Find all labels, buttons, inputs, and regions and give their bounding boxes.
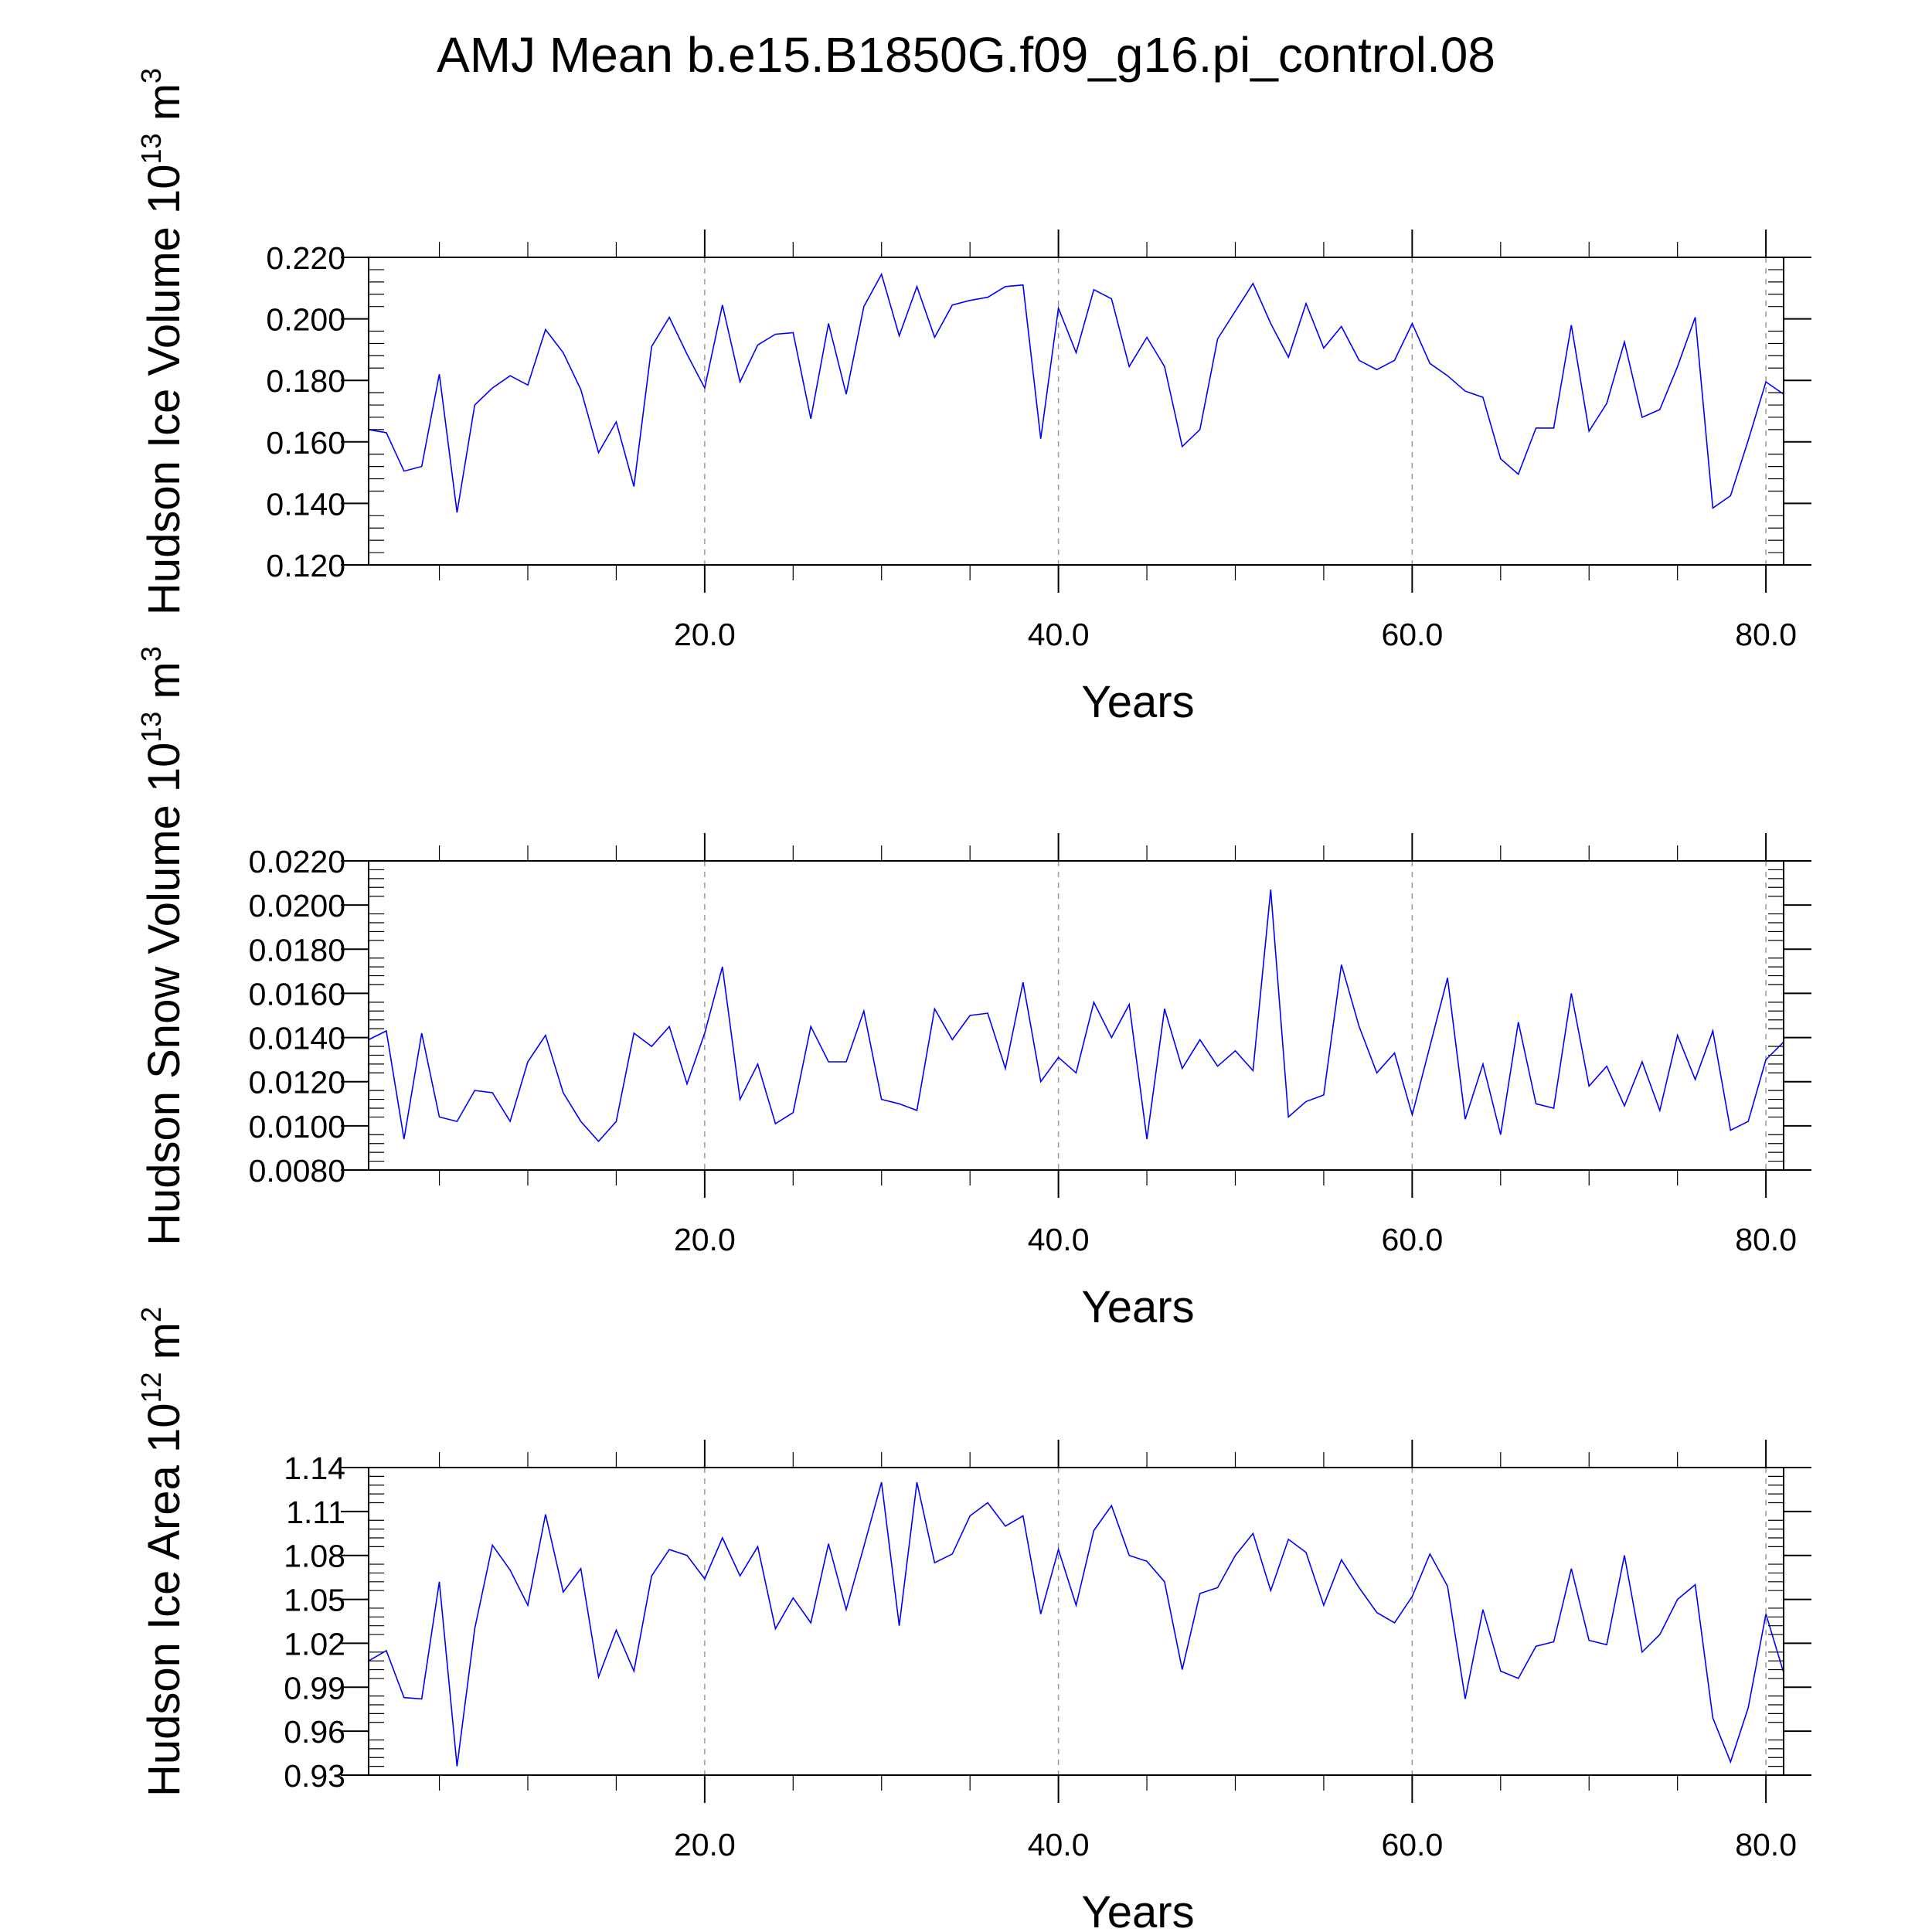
chart-1-y-axis-title-text: Hudson Ice Volume 10: [139, 164, 189, 615]
chart-2-y-tick-label-7: 0.0220: [249, 844, 345, 879]
chart-3-x-tick-label-80: 80.0: [1735, 1827, 1797, 1862]
chart-1-y-axis-title-unit: m: [139, 83, 189, 133]
chart-3-y-axis-title: Hudson Ice Area 1012 m2: [135, 1307, 189, 1797]
chart-1-plot-frame: [368, 257, 1784, 566]
chart-3-y-axis-title-exponent: 12: [135, 1372, 167, 1403]
chart-1-y-tick-label-2: 0.160: [266, 425, 345, 461]
chart-1-x-tick-label-60: 60.0: [1381, 617, 1443, 652]
chart-3-x-axis-title: Years: [1081, 1887, 1194, 1932]
chart-2-y-tick-label-5: 0.0180: [249, 932, 345, 968]
chart-3-y-tick-label-5: 1.08: [284, 1539, 345, 1574]
chart-1-y-tick-label-0: 0.120: [266, 548, 345, 583]
chart-panel-2: 20.0 40.0 60.0 80.0 Years 0.0080 0.0100 0.0120 0…: [135, 646, 1811, 1332]
chart-2-y-axis-title-exponent: 13: [135, 712, 167, 743]
chart-panels: 20.0 40.0 60.0 80.0 Years 0.120 0.140 0.160 0.18…: [135, 68, 1811, 1932]
chart-2-y-axis-title-unit: m: [139, 662, 189, 711]
chart-1-x-tick-label-20: 20.0: [674, 617, 736, 652]
chart-3-y-tick-label-2: 0.99: [284, 1670, 345, 1706]
chart-1-series-line-1: [368, 272, 1784, 513]
chart-panel-3: 20.0 40.0 60.0 80.0 Years 0.93 0.96 0.99 1.02 1.0…: [135, 1307, 1811, 1932]
chart-3-x-tick-label-40: 40.0: [1028, 1827, 1090, 1862]
chart-2-y-tick-label-4: 0.0160: [249, 976, 345, 1012]
chart-2-y-tick-label-6: 0.0200: [249, 888, 345, 923]
chart-1-y-tick-label-5: 0.220: [266, 240, 345, 276]
chart-2-x-tick-label-20: 20.0: [674, 1222, 736, 1257]
chart-3-y-tick-label-0: 0.93: [284, 1758, 345, 1794]
chart-3-y-tick-label-6: 1.11: [286, 1495, 345, 1530]
chart-2-y-tick-label-2: 0.0120: [249, 1065, 345, 1100]
chart-3-y-axis-title-unit-exponent: 2: [135, 1307, 167, 1322]
chart-3-y-axis-title-text: Hudson Ice Area 10: [139, 1403, 189, 1797]
chart-3-y-axis-title-unit: m: [139, 1322, 189, 1372]
chart-3-y-tick-label-1: 0.96: [284, 1714, 345, 1750]
chart-1-x-tick-label-80: 80.0: [1735, 617, 1797, 652]
chart-3-series-line-1: [368, 1481, 1784, 1767]
page-title: AMJ Mean b.e15.B1850G.f09_g16.pi_control…: [437, 27, 1495, 83]
chart-panel-1: 20.0 40.0 60.0 80.0 Years 0.120 0.140 0.160 0.18…: [135, 68, 1811, 727]
chart-2-series-line-1: [368, 889, 1784, 1143]
chart-2-x-tick-label-80: 80.0: [1735, 1222, 1797, 1257]
chart-1-y-axis-title-unit-exponent: 3: [135, 68, 167, 83]
chart-3-x-tick-label-60: 60.0: [1381, 1827, 1443, 1862]
chart-3-plot-frame: [368, 1467, 1784, 1776]
chart-2-y-tick-label-3: 0.0140: [249, 1021, 345, 1056]
chart-2-x-axis-title: Years: [1081, 1282, 1194, 1332]
chart-2-plot-frame: [368, 860, 1784, 1171]
chart-1-y-tick-label-3: 0.180: [266, 363, 345, 399]
chart-2-y-tick-label-1: 0.0100: [249, 1109, 345, 1145]
chart-2-y-axis-title-unit-exponent: 3: [135, 646, 167, 662]
chart-3-x-tick-label-20: 20.0: [674, 1827, 736, 1862]
chart-3-y-tick-label-4: 1.05: [284, 1583, 345, 1618]
chart-1-y-tick-label-1: 0.140: [266, 486, 345, 522]
chart-1-y-tick-label-4: 0.200: [266, 302, 345, 338]
chart-2-y-axis-title: Hudson Snow Volume 1013 m3: [135, 646, 189, 1246]
chart-2-y-axis-title-text: Hudson Snow Volume 10: [139, 743, 189, 1246]
chart-1-x-axis-title: Years: [1081, 677, 1194, 727]
chart-3-y-tick-label-3: 1.02: [284, 1626, 345, 1662]
chart-1-y-axis-title: Hudson Ice Volume 1013 m3: [135, 68, 189, 615]
chart-3-y-tick-label-7: 1.14: [284, 1451, 345, 1486]
chart-1-y-axis-title-exponent: 13: [135, 133, 167, 164]
chart-2-x-tick-label-60: 60.0: [1381, 1222, 1443, 1257]
chart-2-y-tick-label-0: 0.0080: [249, 1153, 345, 1189]
chart-2-x-tick-label-40: 40.0: [1028, 1222, 1090, 1257]
chart-1-x-tick-label-40: 40.0: [1028, 617, 1090, 652]
